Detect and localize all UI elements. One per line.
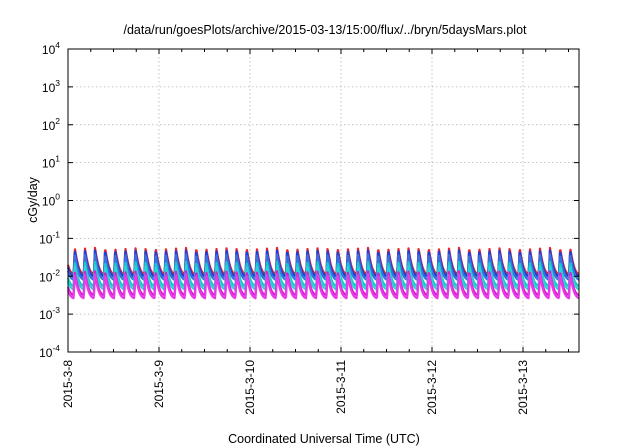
grid-lines (68, 49, 579, 352)
x-tick-label: 2015-3-13 (516, 360, 530, 415)
chart-title: /data/run/goesPlots/archive/2015-03-13/1… (123, 23, 527, 37)
y-tick-label: 10-1 (39, 229, 60, 246)
y-tick-label: 10-2 (39, 267, 60, 284)
series-line-4 (66, 260, 580, 288)
x-tick-label: 2015-3-11 (334, 360, 348, 414)
y-tick-label: 10-4 (39, 343, 60, 360)
x-tick-label: 2015-3-12 (425, 360, 439, 415)
series-line-5 (66, 264, 580, 291)
y-tick-label: 10-3 (39, 305, 60, 322)
y-tick-label: 104 (42, 40, 60, 57)
y-tick-label: 101 (42, 154, 60, 171)
x-axis: 2015-3-8 2015-3-9 2015-3-10 2015-3-11 2015-3… (61, 49, 569, 415)
y-tick-label: 100 (42, 192, 60, 209)
series-lines (66, 246, 580, 300)
x-tick-label: 2015-3-10 (243, 360, 257, 415)
y-tick-label: 102 (42, 116, 60, 133)
y-tick-label: 103 (42, 78, 60, 95)
series-line-7 (66, 273, 580, 300)
x-axis-label: Coordinated Universal Time (UTC) (228, 432, 420, 446)
series-line-2 (66, 249, 580, 278)
x-tick-label: 2015-3-9 (152, 360, 166, 408)
x-tick-label: 2015-3-8 (61, 360, 75, 408)
series-line-3 (66, 253, 580, 281)
y-axis-label: cGy/day (26, 176, 40, 223)
y-axis: 10-4 10-3 10-2 10-1 100 101 102 103 104 (39, 40, 579, 360)
